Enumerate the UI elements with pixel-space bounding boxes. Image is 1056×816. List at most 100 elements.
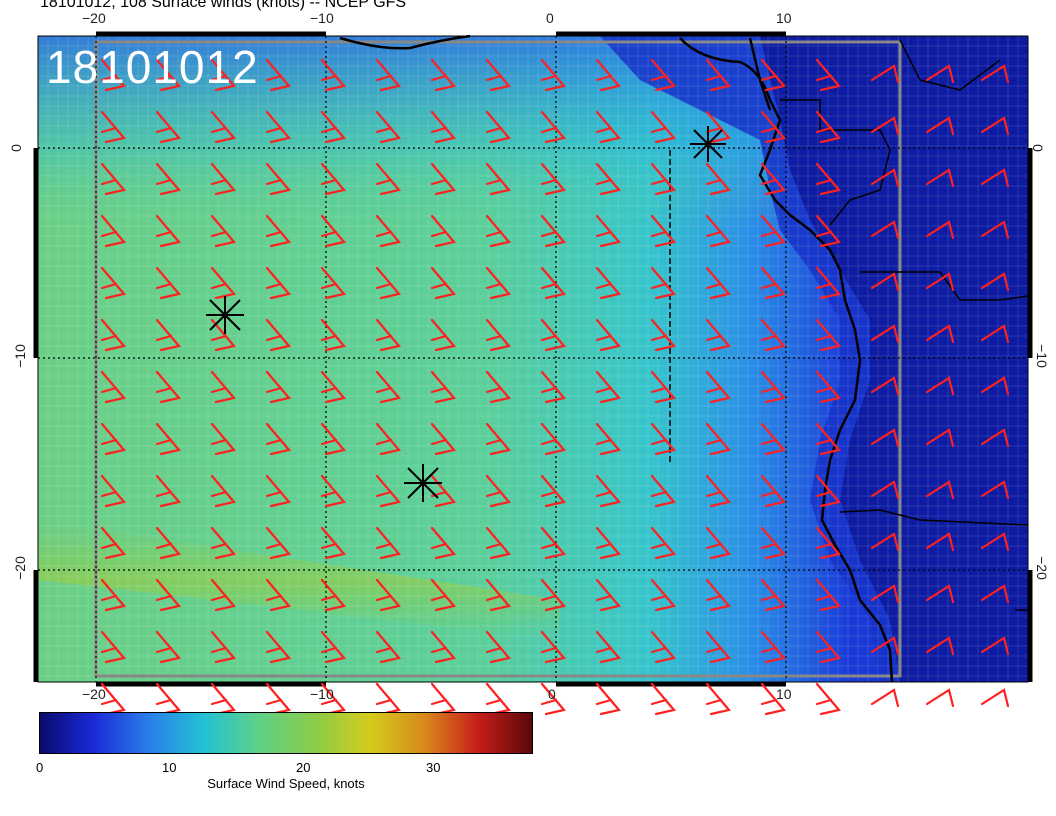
wind-barb: [705, 370, 732, 404]
wind-barb: [375, 370, 402, 404]
wind-barbs: [100, 58, 1010, 716]
y-tick-left-3: −20: [11, 556, 28, 580]
wind-barb: [870, 480, 900, 500]
wind-barb: [210, 266, 237, 300]
wind-barb: [705, 318, 732, 352]
wind-barb: [210, 162, 237, 196]
country-borders: [669, 39, 1029, 611]
cyclone-center-1: [206, 296, 244, 334]
wind-barb: [540, 318, 567, 352]
wind-barb: [980, 272, 1010, 292]
wind-barb: [485, 370, 512, 404]
x-tick-bottom-1: −20: [82, 686, 106, 702]
wind-barb: [320, 422, 347, 456]
wind-barb: [815, 474, 842, 508]
wind-barb: [430, 526, 457, 560]
wind-barb: [210, 526, 237, 560]
wind-barb: [705, 422, 732, 456]
wind-barb: [650, 630, 677, 664]
wind-barb: [650, 110, 677, 144]
wind-barb: [980, 688, 1010, 708]
wind-barb: [980, 480, 1010, 500]
wind-barb: [705, 214, 732, 248]
wind-barb: [485, 526, 512, 560]
wind-barb: [210, 578, 237, 612]
wind-barb: [925, 116, 955, 136]
x-tick-top-2: −10: [310, 10, 334, 26]
wind-barb: [870, 116, 900, 136]
wind-barb: [375, 318, 402, 352]
wind-barb: [100, 162, 127, 196]
wind-barb: [980, 324, 1010, 344]
y-tick-right-2: −10: [1033, 344, 1050, 368]
wind-barb: [980, 532, 1010, 552]
wind-barb: [760, 370, 787, 404]
wind-barb: [265, 526, 292, 560]
wind-barb: [540, 266, 567, 300]
wind-barb: [320, 682, 347, 716]
wind-barb: [595, 630, 622, 664]
wind-barb: [870, 272, 900, 292]
wind-barb: [815, 214, 842, 248]
wind-barb: [430, 630, 457, 664]
wind-barb: [760, 630, 787, 664]
wind-barb: [650, 318, 677, 352]
wind-barb: [210, 318, 237, 352]
y-tick-right-3: −20: [1033, 556, 1050, 580]
wind-barb: [430, 266, 457, 300]
x-tick-bottom-2: −10: [310, 686, 334, 702]
wind-barb: [265, 58, 292, 92]
wind-barb: [650, 162, 677, 196]
wind-barb: [265, 318, 292, 352]
wind-barb: [925, 428, 955, 448]
x-tick-bottom-4: 10: [776, 686, 792, 702]
wind-barb: [100, 266, 127, 300]
map-title: 18101012, 108 Surface winds (knots) -- N…: [40, 0, 407, 11]
cyclone-center-3: [690, 126, 726, 162]
wind-barb: [870, 636, 900, 656]
wind-barb: [705, 110, 732, 144]
wind-barb: [320, 58, 347, 92]
wind-barb: [925, 636, 955, 656]
wind-barb: [265, 110, 292, 144]
wind-barb: [760, 526, 787, 560]
wind-barb: [815, 266, 842, 300]
wind-barb: [705, 474, 732, 508]
wind-barb: [210, 214, 237, 248]
wind-barb: [595, 318, 622, 352]
wind-barb: [925, 480, 955, 500]
wind-barb: [595, 526, 622, 560]
wind-barb: [925, 584, 955, 604]
wind-barb: [155, 682, 182, 716]
wind-barb: [210, 110, 237, 144]
wind-barb: [925, 220, 955, 240]
wind-barb: [595, 214, 622, 248]
wind-barb: [540, 162, 567, 196]
wind-barb: [760, 58, 787, 92]
colorbar-tick-30: 30: [426, 760, 441, 775]
wind-barb: [705, 266, 732, 300]
wind-barb: [925, 376, 955, 396]
wind-barb: [540, 58, 567, 92]
wind-barb: [815, 370, 842, 404]
wind-barb: [760, 682, 787, 716]
wind-barb: [430, 422, 457, 456]
wind-barb: [265, 266, 292, 300]
wind-barb: [540, 422, 567, 456]
wind-barb: [650, 526, 677, 560]
wind-barb: [925, 272, 955, 292]
wind-barb: [815, 318, 842, 352]
wind-barb: [155, 58, 182, 92]
wind-barb: [485, 630, 512, 664]
wind-barb: [155, 474, 182, 508]
wind-barb: [485, 682, 512, 716]
colorbar-label: Surface Wind Speed, knots: [207, 776, 365, 791]
wind-barb: [980, 584, 1010, 604]
wind-barb: [430, 370, 457, 404]
wind-barb: [540, 682, 567, 716]
wind-barb: [815, 682, 842, 716]
wind-barb: [485, 110, 512, 144]
wind-barb: [815, 526, 842, 560]
wind-barb: [980, 428, 1010, 448]
